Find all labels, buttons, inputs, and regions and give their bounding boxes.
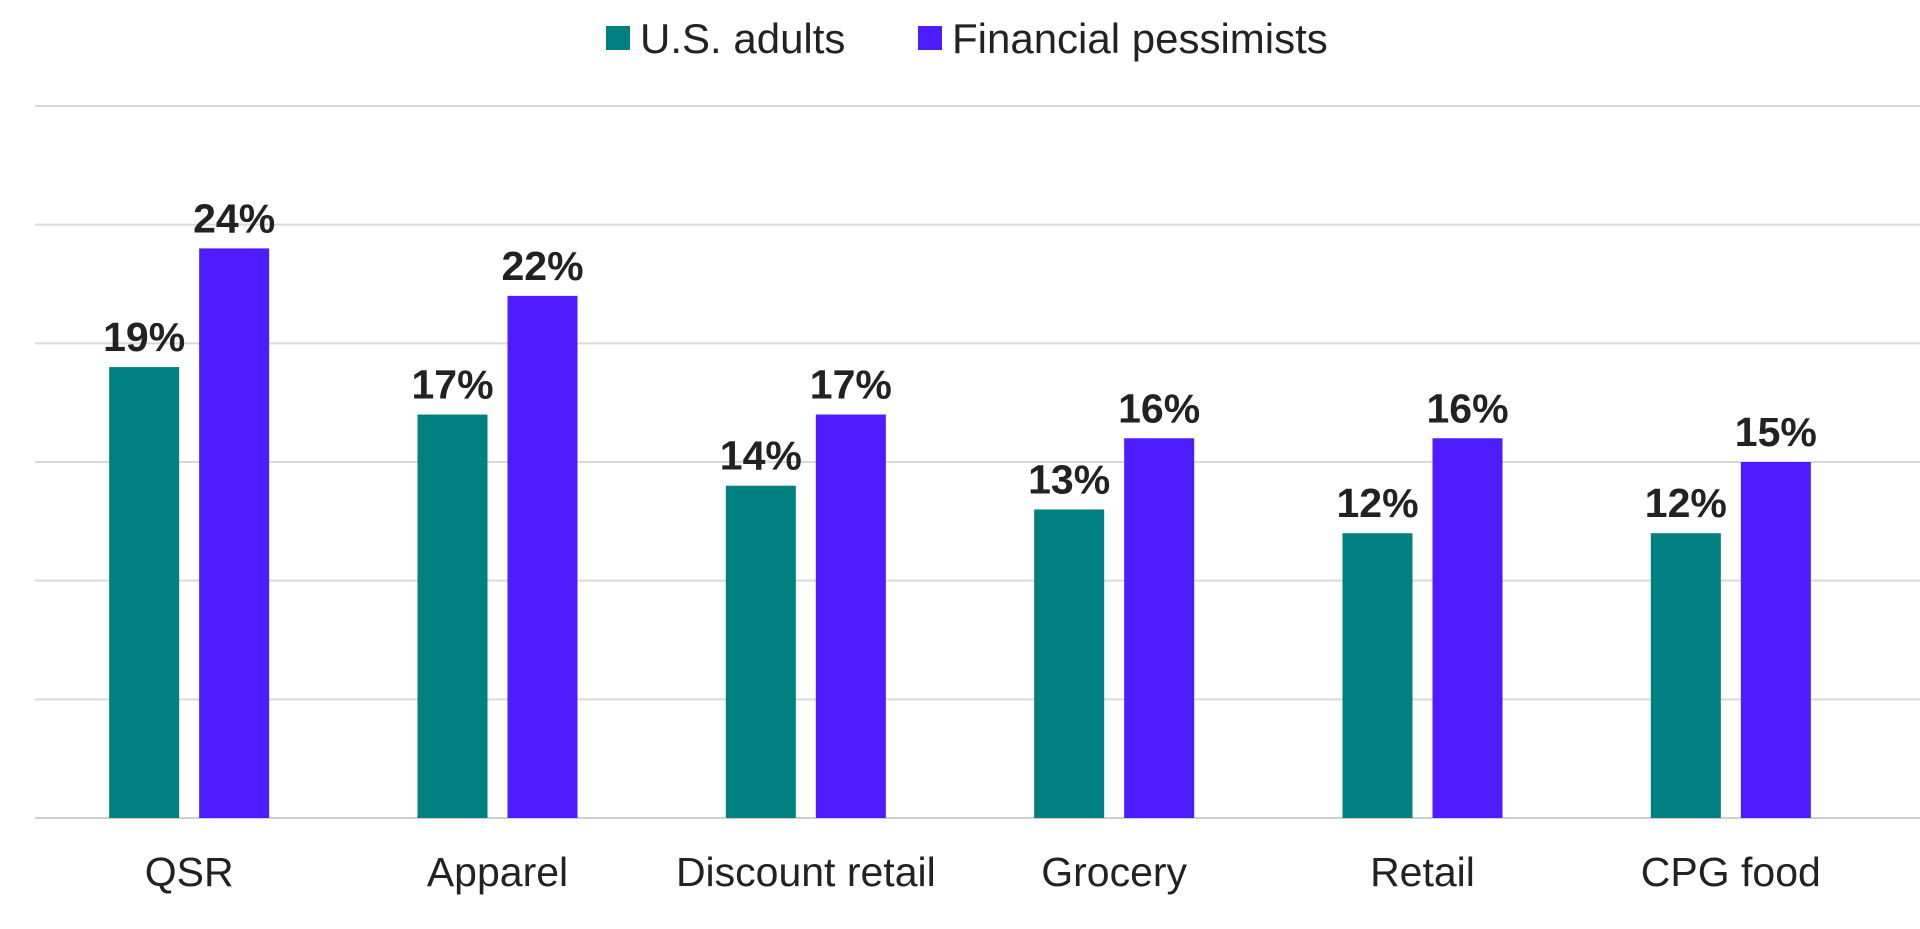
bar-us-adults (725, 485, 796, 818)
x-tick-label: QSR (145, 849, 234, 895)
data-label: 16% (1118, 385, 1200, 431)
bar-us-adults (109, 367, 180, 818)
legend-swatch-financial-pessimists (918, 26, 942, 50)
data-labels: 19%24%17%22%14%17%13%16%12%16%12%15% (103, 195, 1817, 526)
data-label: 19% (103, 314, 185, 360)
legend-swatch-us-adults (606, 26, 630, 50)
data-label: 16% (1426, 385, 1508, 431)
x-axis-ticks: QSR Apparel Discount retail Grocery Retail CP… (145, 849, 1821, 895)
data-label: 15% (1735, 409, 1817, 455)
x-tick-label: CPG food (1641, 849, 1821, 895)
bar-financial-pessimists (507, 295, 578, 818)
data-label: 17% (411, 362, 493, 408)
data-label: 13% (1028, 456, 1110, 502)
data-label: 14% (720, 433, 802, 479)
gridlines (35, 105, 1920, 819)
bar-us-adults (417, 414, 488, 818)
bar-financial-pessimists (1432, 438, 1503, 818)
x-tick-label: Discount retail (676, 849, 936, 895)
legend-label-financial-pessimists: Financial pessimists (952, 15, 1328, 62)
bar-financial-pessimists (199, 248, 270, 818)
data-label: 12% (1336, 480, 1418, 526)
x-tick-label: Grocery (1041, 849, 1187, 895)
legend: U.S. adults Financial pessimists (606, 15, 1328, 62)
bars (109, 248, 1811, 818)
bar-financial-pessimists (1740, 462, 1811, 818)
legend-label-us-adults: U.S. adults (640, 15, 845, 62)
bar-us-adults (1342, 533, 1413, 818)
x-tick-label: Retail (1370, 849, 1475, 895)
data-label: 12% (1645, 480, 1727, 526)
data-label: 24% (193, 195, 275, 241)
bar-financial-pessimists (815, 414, 886, 818)
x-tick-label: Apparel (427, 849, 568, 895)
bar-financial-pessimists (1124, 438, 1195, 818)
bar-us-adults (1034, 509, 1105, 818)
data-label: 22% (501, 243, 583, 289)
data-label: 17% (810, 362, 892, 408)
bar-us-adults (1650, 533, 1721, 818)
